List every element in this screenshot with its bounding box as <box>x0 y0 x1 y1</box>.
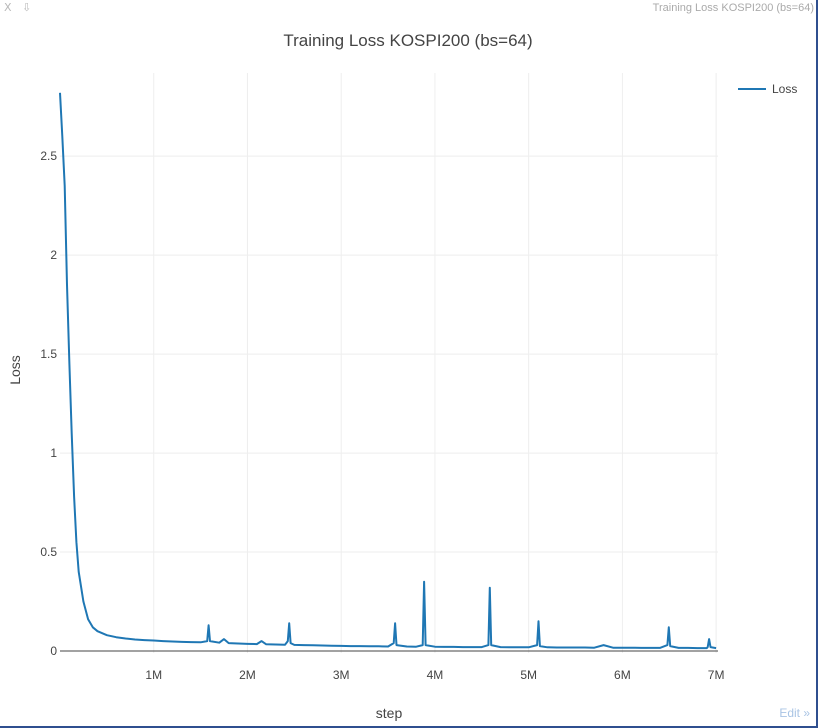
x-axis-ticks: 1M 2M 3M 4M 5M 6M 7M <box>145 668 724 682</box>
pin-icon[interactable]: ⇩ <box>22 1 32 14</box>
y-tick-label: 0.5 <box>40 545 57 559</box>
close-icon[interactable]: X <box>4 1 12 14</box>
edit-link[interactable]: Edit » <box>779 706 810 720</box>
plot-area[interactable] <box>60 73 718 653</box>
x-tick-label: 7M <box>708 668 725 682</box>
y-axis-ticks: 0 0.5 1 1.5 2 2.5 <box>40 149 57 658</box>
y-tick-label: 2.5 <box>40 149 57 163</box>
series-line-loss <box>59 92 717 650</box>
x-tick-label: 5M <box>520 668 537 682</box>
x-tick-label: 2M <box>239 668 256 682</box>
x-tick-label: 6M <box>614 668 631 682</box>
x-axis-title: step <box>376 705 403 721</box>
legend-label-loss: Loss <box>772 82 797 96</box>
chart-title: Training Loss KOSPI200 (bs=64) <box>283 31 532 50</box>
x-tick-label: 4M <box>427 668 444 682</box>
legend[interactable]: Loss <box>738 82 797 96</box>
x-tick-label: 3M <box>333 668 350 682</box>
grid-lines <box>60 73 718 653</box>
x-tick-label: 1M <box>145 668 162 682</box>
y-axis-title: Loss <box>7 355 23 385</box>
y-tick-label: 2 <box>50 248 57 262</box>
window-title: Training Loss KOSPI200 (bs=64) <box>652 2 814 14</box>
y-tick-label: 1 <box>50 446 57 460</box>
y-tick-label: 0 <box>50 644 57 658</box>
window-controls: X ⇩ <box>4 1 38 14</box>
y-tick-label: 1.5 <box>40 347 57 361</box>
